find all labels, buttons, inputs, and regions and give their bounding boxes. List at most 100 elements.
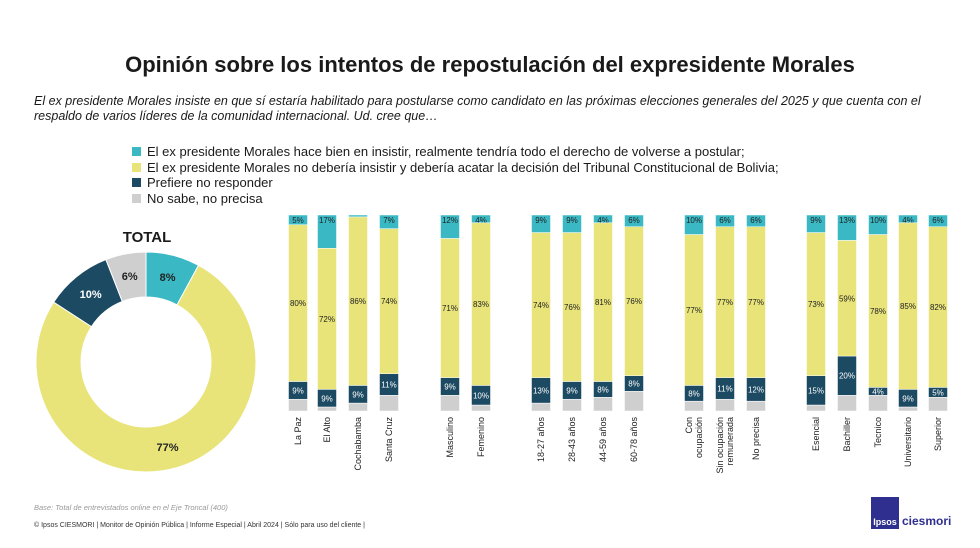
bar-value-label: 8% xyxy=(688,389,700,398)
bar-value-label: 6% xyxy=(932,216,944,225)
bar-value-label: 78% xyxy=(870,307,886,316)
legend-swatch xyxy=(132,193,141,203)
bar-value-label: 5% xyxy=(292,216,304,225)
ipsos-ciesmori-logo: Ipsos ciesmori xyxy=(871,497,951,529)
bar-seg-no-sabe xyxy=(288,398,308,412)
bar-seg-no-sabe xyxy=(684,400,704,412)
legend-label: El ex presidente Morales no debería insi… xyxy=(147,159,779,175)
bar-value-label: 9% xyxy=(321,394,333,403)
bar-value-label: 5% xyxy=(932,388,944,397)
bar-value-label: 77% xyxy=(748,298,764,307)
bar-value-label: 86% xyxy=(350,297,366,306)
category-label: 18-27 años xyxy=(536,417,546,463)
category-label: 44-59 años xyxy=(598,417,608,463)
ipsos-logo-box: Ipsos xyxy=(871,497,899,529)
bar-value-label: 10% xyxy=(473,391,489,400)
category-label: Bachiller xyxy=(842,417,852,452)
category-label: Tecnico xyxy=(873,417,883,448)
category-label: Esencial xyxy=(811,417,821,451)
bar-value-label: 6% xyxy=(750,216,762,225)
category-label: Superior xyxy=(933,417,943,451)
bar-seg-no-sabe xyxy=(715,398,735,412)
bar-value-label: 9% xyxy=(535,216,547,225)
bar-seg-no-sabe xyxy=(531,402,551,412)
slice-label: 6% xyxy=(122,271,138,283)
category-label: No precisa xyxy=(751,417,761,460)
bar-value-label: 82% xyxy=(930,303,946,312)
total-label: TOTAL xyxy=(122,229,172,246)
legend-item-insistir: El ex presidente Morales hace bien en in… xyxy=(132,144,779,160)
category-label: Universitario xyxy=(903,417,913,467)
bar-value-label: 4% xyxy=(872,387,884,396)
category-label: remunerada xyxy=(725,417,735,466)
bar-value-label: 9% xyxy=(902,394,914,403)
bar-value-label: 15% xyxy=(808,386,824,395)
legend-swatch xyxy=(132,178,141,188)
bar-value-label: 13% xyxy=(533,386,549,395)
bar-seg-no-sabe xyxy=(562,398,582,412)
bar-value-label: 80% xyxy=(290,299,306,308)
bar-value-label: 12% xyxy=(748,385,764,394)
bar-seg-no-sabe xyxy=(471,404,491,412)
bar-seg-no-sabe xyxy=(746,400,766,412)
bar-value-label: 6% xyxy=(628,216,640,225)
bar-value-label: 72% xyxy=(319,315,335,324)
bar-seg-no-sabe xyxy=(624,391,644,412)
category-label: Cochabamba xyxy=(353,417,363,471)
bar-value-label: 10% xyxy=(870,216,886,225)
bar-value-label: 9% xyxy=(566,386,578,395)
bar-value-label: 59% xyxy=(839,294,855,303)
bar-value-label: 85% xyxy=(900,302,916,311)
legend-swatch xyxy=(132,147,141,157)
category-label: Con xyxy=(684,417,694,434)
bar-value-label: 83% xyxy=(473,300,489,309)
bar-value-label: 4% xyxy=(597,216,609,225)
bar-seg-no-sabe xyxy=(928,397,948,412)
bar-seg-no-sabe xyxy=(440,395,460,412)
bar-value-label: 9% xyxy=(810,216,822,225)
category-label: Masculino xyxy=(445,417,455,458)
bar-value-label: 11% xyxy=(717,384,732,393)
bar-value-label: 11% xyxy=(381,381,396,390)
bar-value-label: 9% xyxy=(444,383,456,392)
bar-seg-no-sabe xyxy=(348,402,368,412)
bar-value-label: 8% xyxy=(628,380,640,389)
bar-value-label: 77% xyxy=(686,306,702,315)
legend-label: Prefiere no responder xyxy=(147,175,273,190)
donut-chart: 8% 77% 10% 6% xyxy=(36,252,256,472)
bar-value-label: 74% xyxy=(381,297,397,306)
bar-value-label: 76% xyxy=(564,303,580,312)
bar-value-label: 4% xyxy=(902,216,914,225)
chart-title: Opinión sobre los intentos de repostulac… xyxy=(125,52,855,77)
bar-value-label: 9% xyxy=(566,216,578,225)
bar-seg-no-sabe xyxy=(317,406,337,412)
slice-label: 10% xyxy=(80,289,102,301)
slice-label: 77% xyxy=(157,442,179,454)
slice-label: 8% xyxy=(160,272,176,284)
bar-value-label: 77% xyxy=(717,298,733,307)
category-label: Femenino xyxy=(476,417,486,457)
bar-value-label: 9% xyxy=(352,390,364,399)
bar-seg-no-sabe xyxy=(593,397,613,412)
bar-value-label: 8% xyxy=(597,385,609,394)
bar-value-label: 10% xyxy=(686,216,702,225)
category-label: ocupación xyxy=(694,417,704,458)
base-note: Base: Total de entrevistados online en e… xyxy=(34,503,228,512)
category-label: 28-43 años xyxy=(567,417,577,463)
legend-label: No sabe, no precisa xyxy=(147,190,263,206)
category-label: El Alto xyxy=(322,417,332,443)
bar-value-label: 81% xyxy=(595,298,611,307)
bar-seg-no-sabe xyxy=(837,395,857,412)
bar-seg-no-sabe xyxy=(868,395,888,412)
question-text: El ex presidente Morales insiste en que … xyxy=(34,94,921,123)
slice-no-sabe xyxy=(105,252,147,303)
footer: © Ipsos CIESMORI | Monitor de Opinión Pú… xyxy=(34,522,365,529)
legend-label: El ex presidente Morales hace bien en in… xyxy=(147,144,745,159)
legend-item-acatar: El ex presidente Morales no debería insi… xyxy=(132,160,779,176)
bar-seg-no-sabe xyxy=(898,406,918,412)
bar-value-label: 4% xyxy=(475,216,487,225)
bar-value-label: 12% xyxy=(442,216,458,225)
bar-value-label: 76% xyxy=(626,297,642,306)
bar-value-label: 20% xyxy=(839,372,855,381)
bar-value-label: 71% xyxy=(442,304,458,313)
